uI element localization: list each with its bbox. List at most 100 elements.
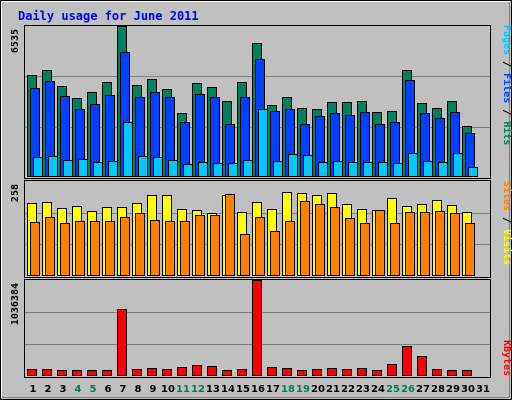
bar-pages-day-29	[453, 153, 463, 177]
x-label-day-20: 20	[311, 384, 325, 395]
bar-kbytes-day-19	[297, 370, 307, 376]
legend-part-legend-bottom-0: KBytes	[501, 340, 512, 376]
bar-sites-day-10	[165, 221, 175, 276]
legend-part-legend-middle-1: /	[501, 211, 512, 229]
x-label-day-14: 14	[221, 384, 235, 395]
x-label-day-28: 28	[431, 384, 445, 395]
y-max-label-hits: 6535	[10, 29, 21, 53]
bar-kbytes-day-10	[162, 369, 172, 376]
x-label-day-31: 31	[476, 384, 490, 395]
bar-pages-day-16	[258, 109, 268, 177]
bar-pages-day-21	[333, 161, 343, 177]
bar-sites-day-26	[405, 212, 415, 276]
bar-pages-day-30	[468, 167, 478, 177]
x-label-day-19: 19	[296, 384, 310, 395]
x-label-day-21: 21	[326, 384, 340, 395]
bars-layer	[27, 26, 478, 376]
bar-sites-day-3	[60, 223, 70, 276]
x-label-day-18: 18	[281, 384, 295, 395]
x-label-day-3: 3	[60, 384, 67, 395]
bar-kbytes-day-8	[132, 369, 142, 376]
bar-sites-day-13	[210, 215, 220, 276]
x-label-day-25: 25	[386, 384, 400, 395]
bar-pages-day-20	[318, 162, 328, 177]
bar-pages-day-2	[48, 156, 58, 177]
bar-sites-day-2	[45, 217, 55, 276]
bar-kbytes-day-29	[447, 370, 457, 376]
bar-kbytes-day-20	[312, 369, 322, 376]
bar-pages-day-17	[273, 161, 283, 177]
bar-sites-day-23	[360, 223, 370, 276]
bar-pages-day-15	[243, 160, 253, 177]
legend-part-legend-top-4: Hits	[501, 121, 512, 145]
bar-pages-day-12	[198, 162, 208, 177]
bar-kbytes-day-24	[372, 370, 382, 376]
bar-sites-day-25	[390, 223, 400, 276]
x-label-day-6: 6	[105, 384, 112, 395]
legend-part-legend-top-3: /	[501, 103, 512, 121]
bar-pages-day-14	[228, 163, 238, 177]
bar-pages-day-6	[108, 161, 118, 177]
x-label-day-30: 30	[461, 384, 475, 395]
legend-part-legend-middle-0: Sites	[501, 181, 512, 211]
bar-pages-day-8	[138, 156, 148, 177]
bar-kbytes-day-15	[237, 369, 247, 376]
x-label-day-22: 22	[341, 384, 355, 395]
bar-sites-day-8	[135, 213, 145, 276]
x-label-day-17: 17	[266, 384, 280, 395]
legend-part-legend-middle-2: Visits	[501, 229, 512, 265]
bar-sites-day-21	[330, 207, 340, 276]
bar-sites-day-16	[255, 217, 265, 276]
bar-sites-day-9	[150, 220, 160, 276]
bar-kbytes-day-12	[192, 365, 202, 376]
x-label-day-8: 8	[135, 384, 142, 395]
bar-kbytes-day-14	[222, 370, 232, 376]
bar-sites-day-24	[375, 210, 385, 276]
x-label-day-23: 23	[356, 384, 370, 395]
bar-kbytes-day-23	[357, 368, 367, 376]
x-label-day-7: 7	[120, 384, 127, 395]
bar-sites-day-14	[225, 194, 235, 276]
bar-kbytes-day-2	[42, 369, 52, 376]
bar-pages-day-28	[438, 162, 448, 177]
legend-part-legend-top-2: Files	[501, 73, 512, 103]
bar-kbytes-day-25	[387, 364, 397, 376]
bar-pages-day-27	[423, 161, 433, 177]
bar-sites-day-7	[120, 217, 130, 276]
bar-pages-day-24	[378, 162, 388, 177]
legend-sites-visits: Sites / Visits	[501, 181, 512, 265]
bar-pages-day-22	[348, 162, 358, 177]
bar-kbytes-day-13	[207, 366, 217, 376]
bar-pages-day-11	[183, 164, 193, 177]
bar-pages-day-5	[93, 162, 103, 177]
chart-title: Daily usage for June 2011	[18, 9, 199, 23]
bar-sites-day-5	[90, 221, 100, 276]
x-label-day-24: 24	[371, 384, 385, 395]
bar-sites-day-29	[450, 213, 460, 276]
bar-kbytes-day-1	[27, 369, 37, 376]
bar-sites-day-1	[30, 222, 40, 276]
bar-pages-day-18	[288, 154, 298, 177]
bar-sites-day-4	[75, 221, 85, 276]
bar-kbytes-day-4	[72, 370, 82, 376]
bar-kbytes-day-26	[402, 346, 412, 376]
bar-sites-day-15	[240, 234, 250, 276]
x-label-day-13: 13	[206, 384, 220, 395]
bar-pages-day-3	[63, 160, 73, 177]
bar-sites-day-17	[270, 231, 280, 276]
bar-pages-day-26	[408, 153, 418, 177]
bar-sites-day-30	[465, 223, 475, 276]
x-label-day-16: 16	[251, 384, 265, 395]
x-label-day-4: 4	[75, 384, 82, 395]
bar-kbytes-day-7	[117, 309, 127, 376]
bar-kbytes-day-9	[147, 368, 157, 376]
bar-pages-day-7	[123, 122, 133, 177]
y-max-label-kbytes: 1036384	[10, 283, 21, 325]
bar-sites-day-12	[195, 215, 205, 276]
bar-pages-day-4	[78, 159, 88, 177]
x-label-day-15: 15	[236, 384, 250, 395]
x-label-day-27: 27	[416, 384, 430, 395]
y-max-label-visits: 258	[10, 184, 21, 202]
